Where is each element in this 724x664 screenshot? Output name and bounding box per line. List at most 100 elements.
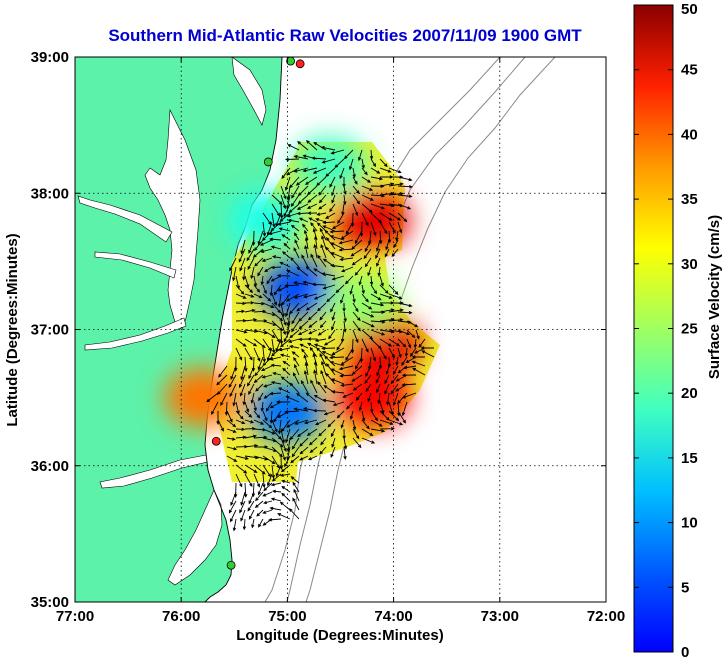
- colorbar-tick-label-7: 35: [681, 191, 698, 208]
- vector-arrow-339: [235, 338, 247, 347]
- vector-arrow-350: [323, 338, 336, 346]
- vector-arrow-348: [307, 337, 318, 341]
- plot-area: [75, 57, 606, 602]
- vector-arrow-449: [390, 374, 399, 385]
- vector-arrow-77: [296, 203, 309, 210]
- vector-arrow-184: [325, 246, 336, 259]
- vector-arrow-593: [352, 437, 362, 449]
- vector-arrow-637: [257, 482, 264, 496]
- vector-arrow-34: [304, 176, 318, 185]
- vector-arrow-671: [267, 518, 282, 522]
- velocity-region-8: [323, 272, 400, 333]
- vector-arrow-640: [281, 479, 291, 484]
- vector-arrow-464: [320, 369, 327, 385]
- vector-arrow-616: [284, 455, 291, 468]
- vector-arrow-631: [266, 473, 273, 487]
- vector-arrow-128: [316, 222, 327, 232]
- vector-arrow-544: [244, 419, 255, 424]
- rappahannock-river: [94, 251, 177, 279]
- vector-arrow-30: [388, 167, 402, 174]
- vector-arrow-211: [266, 275, 273, 285]
- vector-arrow-191: [242, 266, 246, 281]
- chesapeake-bay: [144, 108, 201, 331]
- vector-arrow-642: [230, 491, 237, 506]
- vector-arrow-255: [352, 293, 356, 304]
- vector-arrow-358: [406, 338, 412, 349]
- vector-arrow-610: [235, 455, 249, 460]
- vector-arrow-185: [330, 252, 345, 259]
- vector-arrow-220: [344, 275, 354, 285]
- vector-arrow-292: [352, 311, 361, 322]
- vector-arrow-210: [260, 275, 264, 286]
- vector-arrow-577: [370, 428, 386, 433]
- vector-arrow-227: [262, 284, 267, 295]
- vector-arrow-484: [289, 382, 300, 394]
- vector-arrow-331: [352, 329, 359, 344]
- vector-arrow-29: [379, 167, 392, 173]
- vector-arrow-240: [379, 284, 389, 294]
- vector-arrow-666: [232, 518, 237, 532]
- vector-arrow-234: [311, 282, 327, 287]
- vector-arrow-562: [235, 427, 246, 432]
- radar-station-3: [211, 436, 221, 446]
- vector-arrow-374: [345, 347, 354, 361]
- vector-arrow-51: [343, 185, 347, 196]
- vector-arrow-609: [226, 455, 238, 462]
- vector-arrow-324: [283, 329, 291, 343]
- vector-arrow-83: [361, 203, 373, 214]
- vector-arrow-237: [349, 284, 354, 295]
- vector-arrow-117: [379, 221, 388, 235]
- vector-arrow-547: [271, 419, 278, 433]
- vector-arrow-390: [279, 353, 291, 358]
- vector-arrow-626: [280, 464, 291, 473]
- vector-arrow-494: [386, 392, 390, 406]
- vector-arrow-124: [278, 227, 291, 232]
- vector-arrow-365: [266, 347, 273, 362]
- vector-arrow-411: [254, 365, 264, 377]
- vector-arrow-469: [365, 383, 372, 393]
- vector-arrow-541: [217, 419, 224, 432]
- vector-arrow-261: [244, 301, 255, 305]
- vector-arrow-146: [319, 227, 327, 241]
- vector-arrow-110: [308, 217, 318, 223]
- vector-arrow-468: [352, 383, 363, 391]
- vector-arrow-215: [296, 266, 309, 277]
- vector-arrow-208: [244, 275, 250, 289]
- vector-arrow-290: [331, 311, 336, 321]
- vector-arrow-44: [280, 185, 287, 200]
- vector-arrow-603: [291, 446, 300, 458]
- vector-arrow-345: [279, 338, 291, 348]
- vector-arrow-39: [361, 176, 372, 183]
- vector-arrow-22: [302, 167, 318, 173]
- vector-arrow-533: [323, 410, 336, 416]
- vector-arrow-236: [335, 284, 345, 294]
- vector-arrow-36: [329, 176, 336, 188]
- vector-arrow-163: [313, 235, 318, 250]
- vector-arrow-24: [325, 167, 336, 178]
- vector-arrow-61: [290, 194, 300, 208]
- vector-arrow-608: [343, 446, 347, 461]
- vector-arrow-315: [388, 318, 404, 322]
- vector-arrow-306: [298, 320, 309, 330]
- vector-arrow-430: [216, 374, 228, 386]
- vector-arrow-623: [262, 464, 272, 478]
- x-axis-label: Longitude (Degrees:Minutes): [236, 627, 444, 644]
- vector-arrow-303: [280, 320, 287, 336]
- colorbar-tick-label-1: 5: [681, 579, 689, 596]
- vector-arrow-286: [291, 311, 300, 325]
- vector-arrow-486: [310, 379, 318, 394]
- vector-arrow-632: [271, 473, 282, 482]
- vector-arrow-513: [346, 401, 354, 410]
- vector-arrow-158: [260, 248, 273, 253]
- colorbar-tick-label-8: 40: [681, 126, 698, 143]
- vector-arrow-68: [361, 194, 374, 201]
- vector-arrow-78: [306, 203, 318, 209]
- vector-arrow-498: [211, 401, 219, 416]
- vector-arrow-433: [246, 374, 255, 387]
- vector-arrow-619: [307, 455, 318, 461]
- vector-arrow-168: [350, 248, 363, 257]
- vector-arrow-650: [228, 500, 237, 514]
- vector-arrow-476: [220, 392, 228, 407]
- vector-arrow-161: [294, 239, 300, 250]
- vector-arrow-182: [313, 243, 318, 259]
